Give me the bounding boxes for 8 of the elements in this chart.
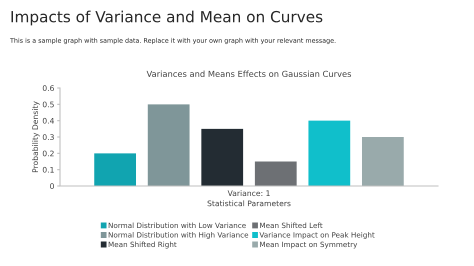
- chart-title: Variances and Means Effects on Gaussian Curves: [146, 70, 352, 78]
- bar: [148, 104, 190, 186]
- bar: [308, 120, 350, 186]
- bar: [201, 128, 244, 186]
- bar: [94, 153, 136, 186]
- bar: [254, 162, 297, 186]
- text: Impacts of Variance and Mean on Curves: [12, 10, 322, 26]
- bar: [362, 137, 404, 186]
